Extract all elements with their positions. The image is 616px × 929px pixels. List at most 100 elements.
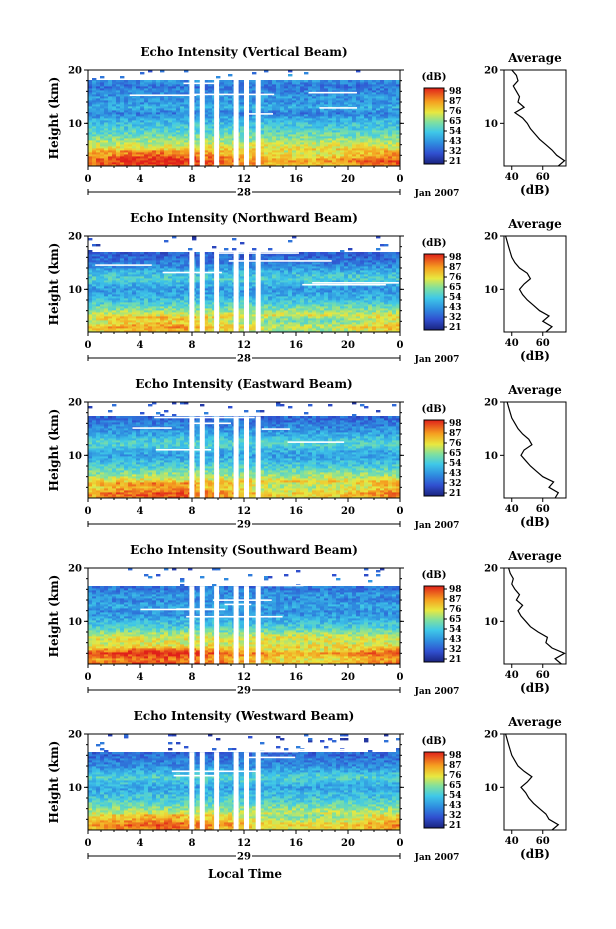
heatmap-cell: [304, 72, 308, 74]
profile-x-axis-label: (dB): [520, 183, 550, 197]
data-gap: [214, 80, 219, 166]
heatmap-cell: [224, 80, 228, 82]
panel-1: Echo Intensity (Northward Beam)2010Heigh…: [47, 211, 566, 365]
heatmap-cell: [280, 80, 284, 82]
profile-x-tick-label: 40: [505, 172, 519, 183]
heatmap-cell: [184, 80, 188, 82]
data-gap: [200, 80, 205, 166]
heatmap-cell: [100, 76, 104, 78]
heatmap: [88, 70, 400, 166]
heatmap-cell: [208, 80, 212, 82]
heatmap-cell: [376, 80, 380, 82]
heatmap-cell: [364, 80, 368, 82]
heatmap-cell: [300, 80, 304, 82]
heatmap-cell: [348, 80, 352, 82]
profile-frame: [504, 70, 566, 166]
day-label: 28: [237, 188, 251, 199]
data-gap: [130, 94, 197, 96]
x-tick-label: 4: [137, 174, 144, 185]
heatmap-cell: [228, 74, 232, 76]
colorbar-tick-label: 21: [449, 157, 462, 167]
heatmap-cell: [120, 76, 124, 78]
heatmap-cell: [120, 80, 124, 82]
heatmap-cell: [136, 80, 140, 82]
heatmap-cell: [288, 80, 292, 82]
data-gap: [191, 94, 274, 96]
heatmap-cell: [388, 80, 392, 82]
heatmap-cell: [92, 78, 96, 80]
data-gap: [256, 80, 261, 166]
panel-title: Echo Intensity (Vertical Beam): [140, 45, 347, 59]
heatmap-cell: [384, 80, 388, 82]
heatmap-cell: [140, 72, 144, 74]
heatmap-cell: [124, 80, 128, 82]
heatmap-cell: [312, 80, 316, 82]
heatmap-cell: [196, 80, 200, 82]
heatmap-cell: [88, 80, 92, 82]
heatmap-cell: [220, 80, 224, 82]
heatmap-cell: [128, 80, 132, 82]
heatmap-cell: [116, 80, 120, 82]
heatmap-cell: [332, 80, 336, 82]
heatmap-cell: [392, 80, 396, 82]
profile-x-tick-label: 60: [536, 172, 550, 183]
heatmap: [88, 236, 400, 332]
heatmap-cell: [164, 80, 168, 82]
x-tick-label: 16: [289, 174, 303, 185]
x-tick-label: 0: [397, 174, 404, 185]
heatmap-cell: [104, 80, 108, 82]
heatmap-cell: [216, 76, 220, 78]
heatmap-cell: [344, 80, 348, 82]
heatmap-cell: [320, 80, 324, 82]
colorbar-tick-label: 76: [449, 107, 462, 117]
heatmap-cell: [148, 80, 152, 82]
heatmap-cell: [336, 80, 340, 82]
heatmap-cell: [100, 80, 104, 82]
heatmap-cell: [328, 80, 332, 82]
colorbar-unit: (dB): [422, 72, 447, 83]
heatmap-cell: [112, 80, 116, 82]
profile-title: Average: [507, 51, 562, 65]
panel-title: Echo Intensity (Northward Beam): [130, 211, 358, 225]
heatmap-cell: [296, 80, 300, 82]
heatmap-cell: [324, 80, 328, 82]
heatmap-cell: [360, 80, 364, 82]
heatmap-cell: [316, 80, 320, 82]
colorbar-tick-label: 87: [449, 97, 462, 107]
heatmap-cell: [252, 72, 256, 74]
x-tick-label: 0: [85, 174, 92, 185]
heatmap-cell: [228, 80, 232, 82]
heatmap-cell: [108, 80, 112, 82]
colorbar: [424, 88, 444, 164]
colorbar-tick-label: 65: [449, 117, 462, 127]
heatmap-cell: [268, 80, 272, 82]
colorbar-tick-label: 54: [449, 127, 462, 137]
heatmap-cell: [304, 80, 308, 82]
heatmap-cell: [380, 80, 384, 82]
data-gap: [189, 80, 194, 166]
colorbar-tick-label: 43: [449, 137, 462, 147]
y-tick-label: 20: [68, 66, 82, 77]
heatmap-cell: [368, 80, 372, 82]
heatmap-cell: [340, 80, 344, 82]
heatmap-cell: [156, 80, 160, 82]
colorbar-tick-label: 32: [449, 147, 462, 157]
heatmap-cell: [372, 80, 376, 82]
data-gap: [183, 83, 215, 85]
heatmap-cell: [168, 80, 172, 82]
heatmap-cell: [356, 80, 360, 82]
heatmap-cell: [264, 80, 268, 82]
data-gap: [234, 80, 239, 166]
heatmap-cell: [308, 80, 312, 82]
heatmap-cell: [352, 80, 356, 82]
x-tick-label: 12: [237, 174, 251, 185]
heatmap-cell: [276, 80, 280, 82]
heatmap-cell: [292, 80, 296, 82]
heatmap-cell: [96, 80, 100, 82]
date-label: Jan 2007: [414, 189, 460, 199]
profile-line: [512, 70, 565, 166]
heatmap-cell: [152, 80, 156, 82]
profile-y-tick-label: 20: [484, 66, 498, 77]
profile-y-tick-label: 10: [484, 119, 498, 130]
